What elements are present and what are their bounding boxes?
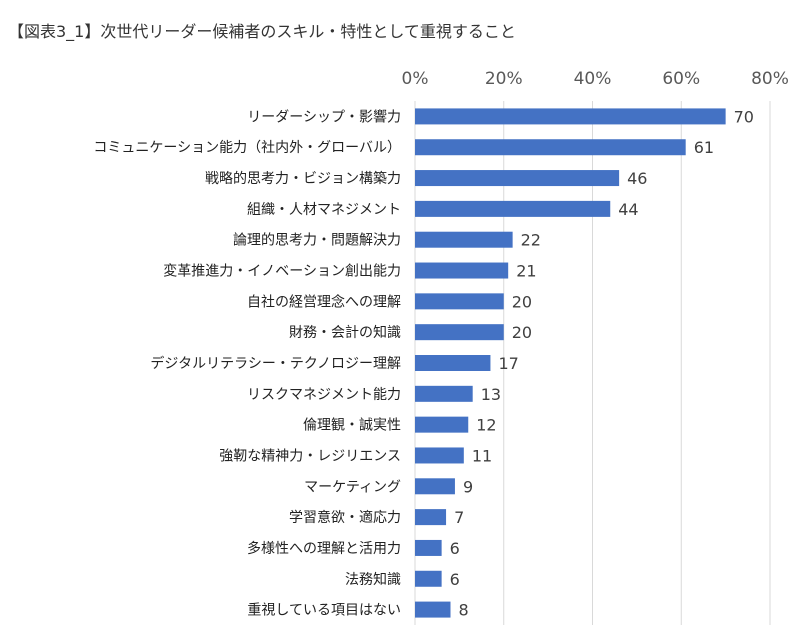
data-label: 61 xyxy=(694,138,714,157)
bar xyxy=(415,509,447,526)
category-label: 強靭な精神力・レジリエンス xyxy=(219,448,401,464)
category-label: 財務・会計の知識 xyxy=(289,324,401,341)
category-label: 重視している項目はない xyxy=(247,603,401,619)
bar xyxy=(415,108,726,125)
data-label: 11 xyxy=(472,446,492,465)
bar xyxy=(415,200,611,217)
category-label: 変革推進力・イノベーション創出能力 xyxy=(163,263,401,280)
category-label: 組織・人材マネジメント xyxy=(247,202,401,218)
category-label: 戦略的思考力・ビジョン構築力 xyxy=(205,171,401,187)
category-label: 法務知識 xyxy=(345,571,401,588)
data-label: 6 xyxy=(450,539,460,558)
value-labels: 70 61 46 44 22 21 20 20 17 13 12 11 9 7 6 6 8 xyxy=(450,107,754,619)
x-axis-ticks: 0% 20% 40% 60% 80% xyxy=(402,69,789,89)
bar xyxy=(415,231,513,248)
x-tick-label: 40% xyxy=(574,69,612,89)
data-label: 12 xyxy=(476,416,496,435)
category-label: リスクマネジメント能力 xyxy=(247,387,401,403)
bar xyxy=(415,324,504,341)
bar xyxy=(415,447,464,464)
bar xyxy=(415,170,620,187)
category-label: 論理的思考力・問題解決力 xyxy=(233,233,401,249)
data-label: 20 xyxy=(512,323,532,342)
data-label: 9 xyxy=(463,477,473,496)
category-label: デジタルリテラシー・テクノロジー理解 xyxy=(150,355,401,372)
data-label: 21 xyxy=(516,262,536,281)
data-label: 17 xyxy=(498,354,518,373)
x-tick-label: 20% xyxy=(485,69,523,89)
data-label: 7 xyxy=(454,508,464,527)
data-label: 8 xyxy=(459,601,469,620)
data-label: 20 xyxy=(512,292,532,311)
bars xyxy=(415,108,726,618)
bar xyxy=(415,478,455,495)
category-label: コミュニケーション能力（社内外・グローバル） xyxy=(93,140,401,156)
category-label: 自社の経営理念への理解 xyxy=(247,293,401,310)
data-label: 70 xyxy=(734,107,754,126)
category-label: リーダーシップ・影響力 xyxy=(247,108,401,125)
bar xyxy=(415,416,469,433)
bar xyxy=(415,139,686,156)
bar xyxy=(415,570,442,587)
bar xyxy=(415,601,451,618)
chart-title: 【図表3_1】次世代リーダー候補者のスキル・特性として重視すること xyxy=(8,22,516,41)
bar xyxy=(415,539,442,556)
bar xyxy=(415,355,491,371)
bar xyxy=(415,293,504,310)
category-label: マーケティング xyxy=(304,479,401,495)
data-label: 13 xyxy=(481,385,501,404)
category-label: 倫理観・誠実性 xyxy=(303,417,401,434)
data-label: 22 xyxy=(521,231,541,250)
x-tick-label: 80% xyxy=(751,69,789,89)
data-label: 6 xyxy=(450,570,460,589)
category-label: 学習意欲・適応力 xyxy=(289,509,401,526)
data-label: 44 xyxy=(618,200,638,219)
x-tick-label: 0% xyxy=(402,69,429,89)
data-label: 46 xyxy=(627,169,647,188)
x-tick-label: 60% xyxy=(662,69,700,89)
bar xyxy=(415,385,473,402)
bar xyxy=(415,262,509,279)
category-label: 多様性への理解と活用力 xyxy=(247,540,401,557)
